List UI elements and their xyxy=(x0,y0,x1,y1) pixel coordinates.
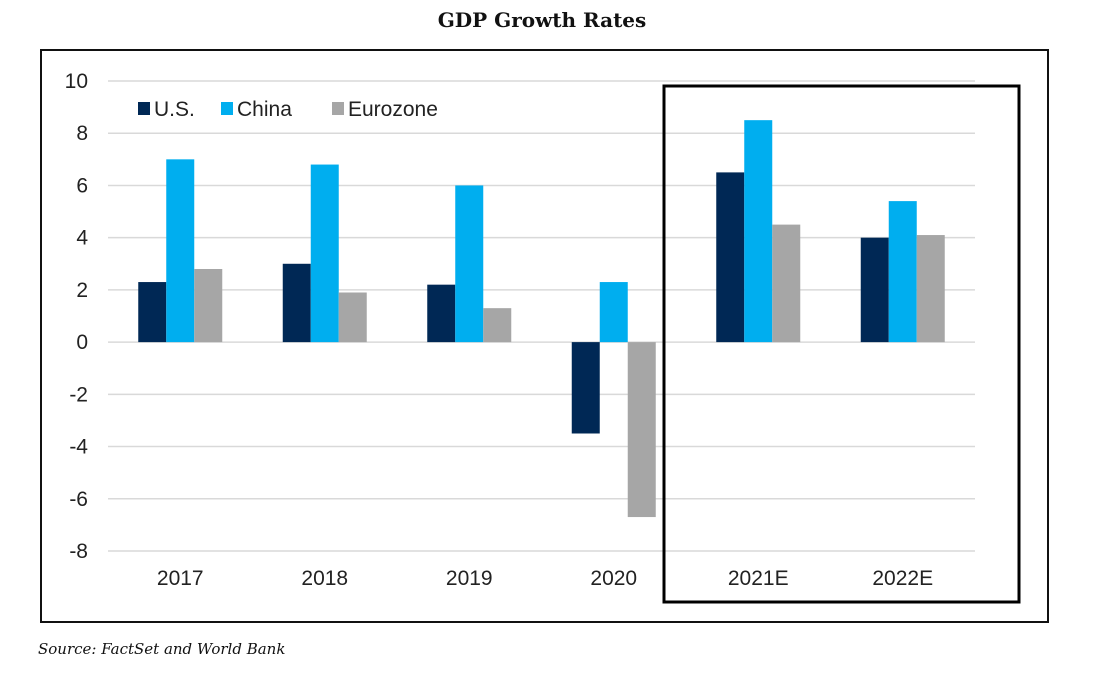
legend-swatch xyxy=(332,102,344,115)
bar-us-2020 xyxy=(571,342,600,434)
legend-swatch xyxy=(138,102,150,115)
y-tick-label: -2 xyxy=(69,383,88,406)
bar-us-2018 xyxy=(282,263,311,343)
x-tick-label: 2020 xyxy=(590,567,637,590)
x-tick-label: 2022E xyxy=(872,567,933,590)
gridlines xyxy=(108,80,975,552)
bar-us-2021e xyxy=(716,172,745,343)
legend: U.S. China Eurozone xyxy=(138,98,438,121)
bar-eurozone-2020 xyxy=(627,342,656,518)
bar-eurozone-2017 xyxy=(194,269,223,343)
bar-china-2018 xyxy=(310,164,339,343)
y-axis-ticks: 10 8 6 4 2 0 -2 -4 -6 -8 xyxy=(65,70,89,563)
bars xyxy=(138,120,945,518)
source-note: Source: FactSet and World Bank xyxy=(38,640,286,658)
bar-eurozone-2018 xyxy=(338,292,367,343)
x-tick-label: 2018 xyxy=(301,567,348,590)
bar-china-2019 xyxy=(455,185,484,343)
y-tick-label: 4 xyxy=(76,227,88,250)
bar-us-2019 xyxy=(427,284,456,343)
y-tick-label: 2 xyxy=(76,279,88,302)
y-tick-label: -6 xyxy=(69,488,88,511)
x-tick-label: 2017 xyxy=(157,567,204,590)
y-tick-label: 10 xyxy=(65,70,88,93)
y-tick-label: 6 xyxy=(76,174,88,197)
bar-eurozone-2019 xyxy=(483,308,512,343)
bar-us-2017 xyxy=(138,282,167,343)
y-tick-label: 8 xyxy=(76,122,88,145)
chart-title: GDP Growth Rates xyxy=(437,8,647,32)
bar-china-2022e xyxy=(888,201,917,343)
bar-china-2021e xyxy=(744,120,773,343)
y-tick-label: 0 xyxy=(76,331,88,354)
legend-label: U.S. xyxy=(154,98,195,121)
x-tick-label: 2019 xyxy=(446,567,493,590)
x-axis-ticks: 2017 2018 2019 2020 2021E 2022E xyxy=(157,567,933,590)
bar-us-2022e xyxy=(860,237,889,343)
chart-frame xyxy=(40,49,1049,623)
legend-label: Eurozone xyxy=(348,98,438,121)
bar-china-2017 xyxy=(166,159,195,343)
bar-eurozone-2022e xyxy=(916,235,945,343)
legend-swatch xyxy=(221,102,233,115)
legend-label: China xyxy=(237,98,292,121)
y-tick-label: -8 xyxy=(69,540,88,563)
forecast-highlight-box xyxy=(662,84,1021,604)
x-tick-label: 2021E xyxy=(728,567,789,590)
y-tick-label: -4 xyxy=(69,436,88,459)
bar-eurozone-2021e xyxy=(772,224,801,343)
bar-china-2020 xyxy=(599,282,628,343)
